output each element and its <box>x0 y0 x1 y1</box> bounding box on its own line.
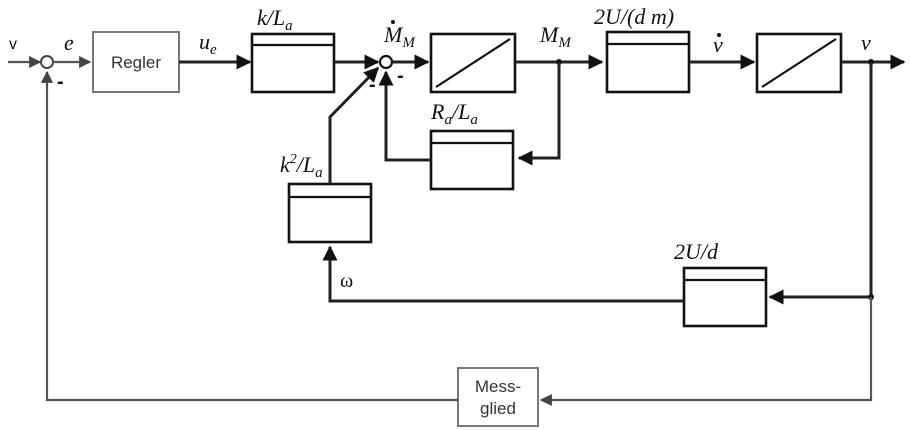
v-to-sensor-line <box>539 297 873 407</box>
mdot-dot <box>391 20 395 24</box>
summing-junction-2 <box>378 54 394 70</box>
ra-main: R <box>430 99 445 124</box>
ra-la-output-line <box>378 70 431 162</box>
summing-junction-1 <box>40 55 54 69</box>
sum2-minus-sign-right: - <box>397 65 404 87</box>
block-2u-d <box>682 266 768 328</box>
ue-label: ue <box>199 29 217 58</box>
sum2-minus-sign-left: - <box>369 74 376 96</box>
mdot-label: MM <box>383 20 416 51</box>
ra-la-feedback <box>378 62 561 191</box>
integrator-2-diagonal <box>761 38 837 88</box>
error-e-label: e <box>64 30 74 55</box>
sensor-label-line1: Mess- <box>475 377 521 396</box>
k-la-sub: a <box>285 18 293 34</box>
k2-sup: 2 <box>290 152 297 167</box>
v-to-2u-d-line <box>768 62 873 305</box>
controller-label: Regler <box>111 53 161 72</box>
block-2u-dm-label: 2U/(d m) <box>594 4 674 29</box>
v-output-label: v <box>861 30 871 55</box>
omega-line <box>322 245 684 303</box>
vdot-label: v <box>713 32 723 57</box>
mm-main: M <box>539 22 560 47</box>
gain-k-la-block <box>250 32 336 94</box>
mdot-main: M <box>383 22 404 47</box>
ra-la-label: Ra/La <box>430 99 478 128</box>
measurement-feedback <box>40 70 873 427</box>
k-la-label: k/La <box>257 5 293 34</box>
ra-sub2: a <box>470 112 478 128</box>
k2-la-output-line <box>328 66 380 184</box>
k2-la-label: k2/La <box>280 152 323 181</box>
forward-path <box>8 30 906 94</box>
mm-label: MM <box>539 22 572 51</box>
svg-text:MM: MM <box>383 22 416 51</box>
k2-la-block <box>287 182 373 244</box>
integrator-1-diagonal <box>435 38 511 88</box>
sensor-block <box>457 367 539 427</box>
mm-sub: M <box>557 35 572 51</box>
sensor-label-line2: glied <box>480 399 516 418</box>
input-v-label: v <box>9 36 17 53</box>
vdot-dot <box>717 33 721 37</box>
k2-main: k <box>280 152 291 177</box>
ra-mid: /L <box>450 99 470 124</box>
sensor-to-sum-line <box>40 70 458 402</box>
ra-la-input-line <box>517 62 561 166</box>
sum1-minus-sign: - <box>57 71 64 93</box>
ue-sub: e <box>210 42 217 58</box>
omega-label: ω <box>340 270 353 292</box>
ue-main: u <box>199 29 210 54</box>
k-la-main: k/L <box>257 5 285 30</box>
k2-la-feedback <box>287 62 874 328</box>
block-2u-dm <box>605 30 691 94</box>
k2-mid: /L <box>295 152 315 177</box>
svg-text:v: v <box>713 32 723 57</box>
ra-sub1: a <box>444 112 452 128</box>
ra-la-block <box>429 129 515 191</box>
k2-sub: a <box>315 165 323 181</box>
block-2u-d-label: 2U/d <box>674 239 719 264</box>
mdot-sub: M <box>401 35 416 51</box>
